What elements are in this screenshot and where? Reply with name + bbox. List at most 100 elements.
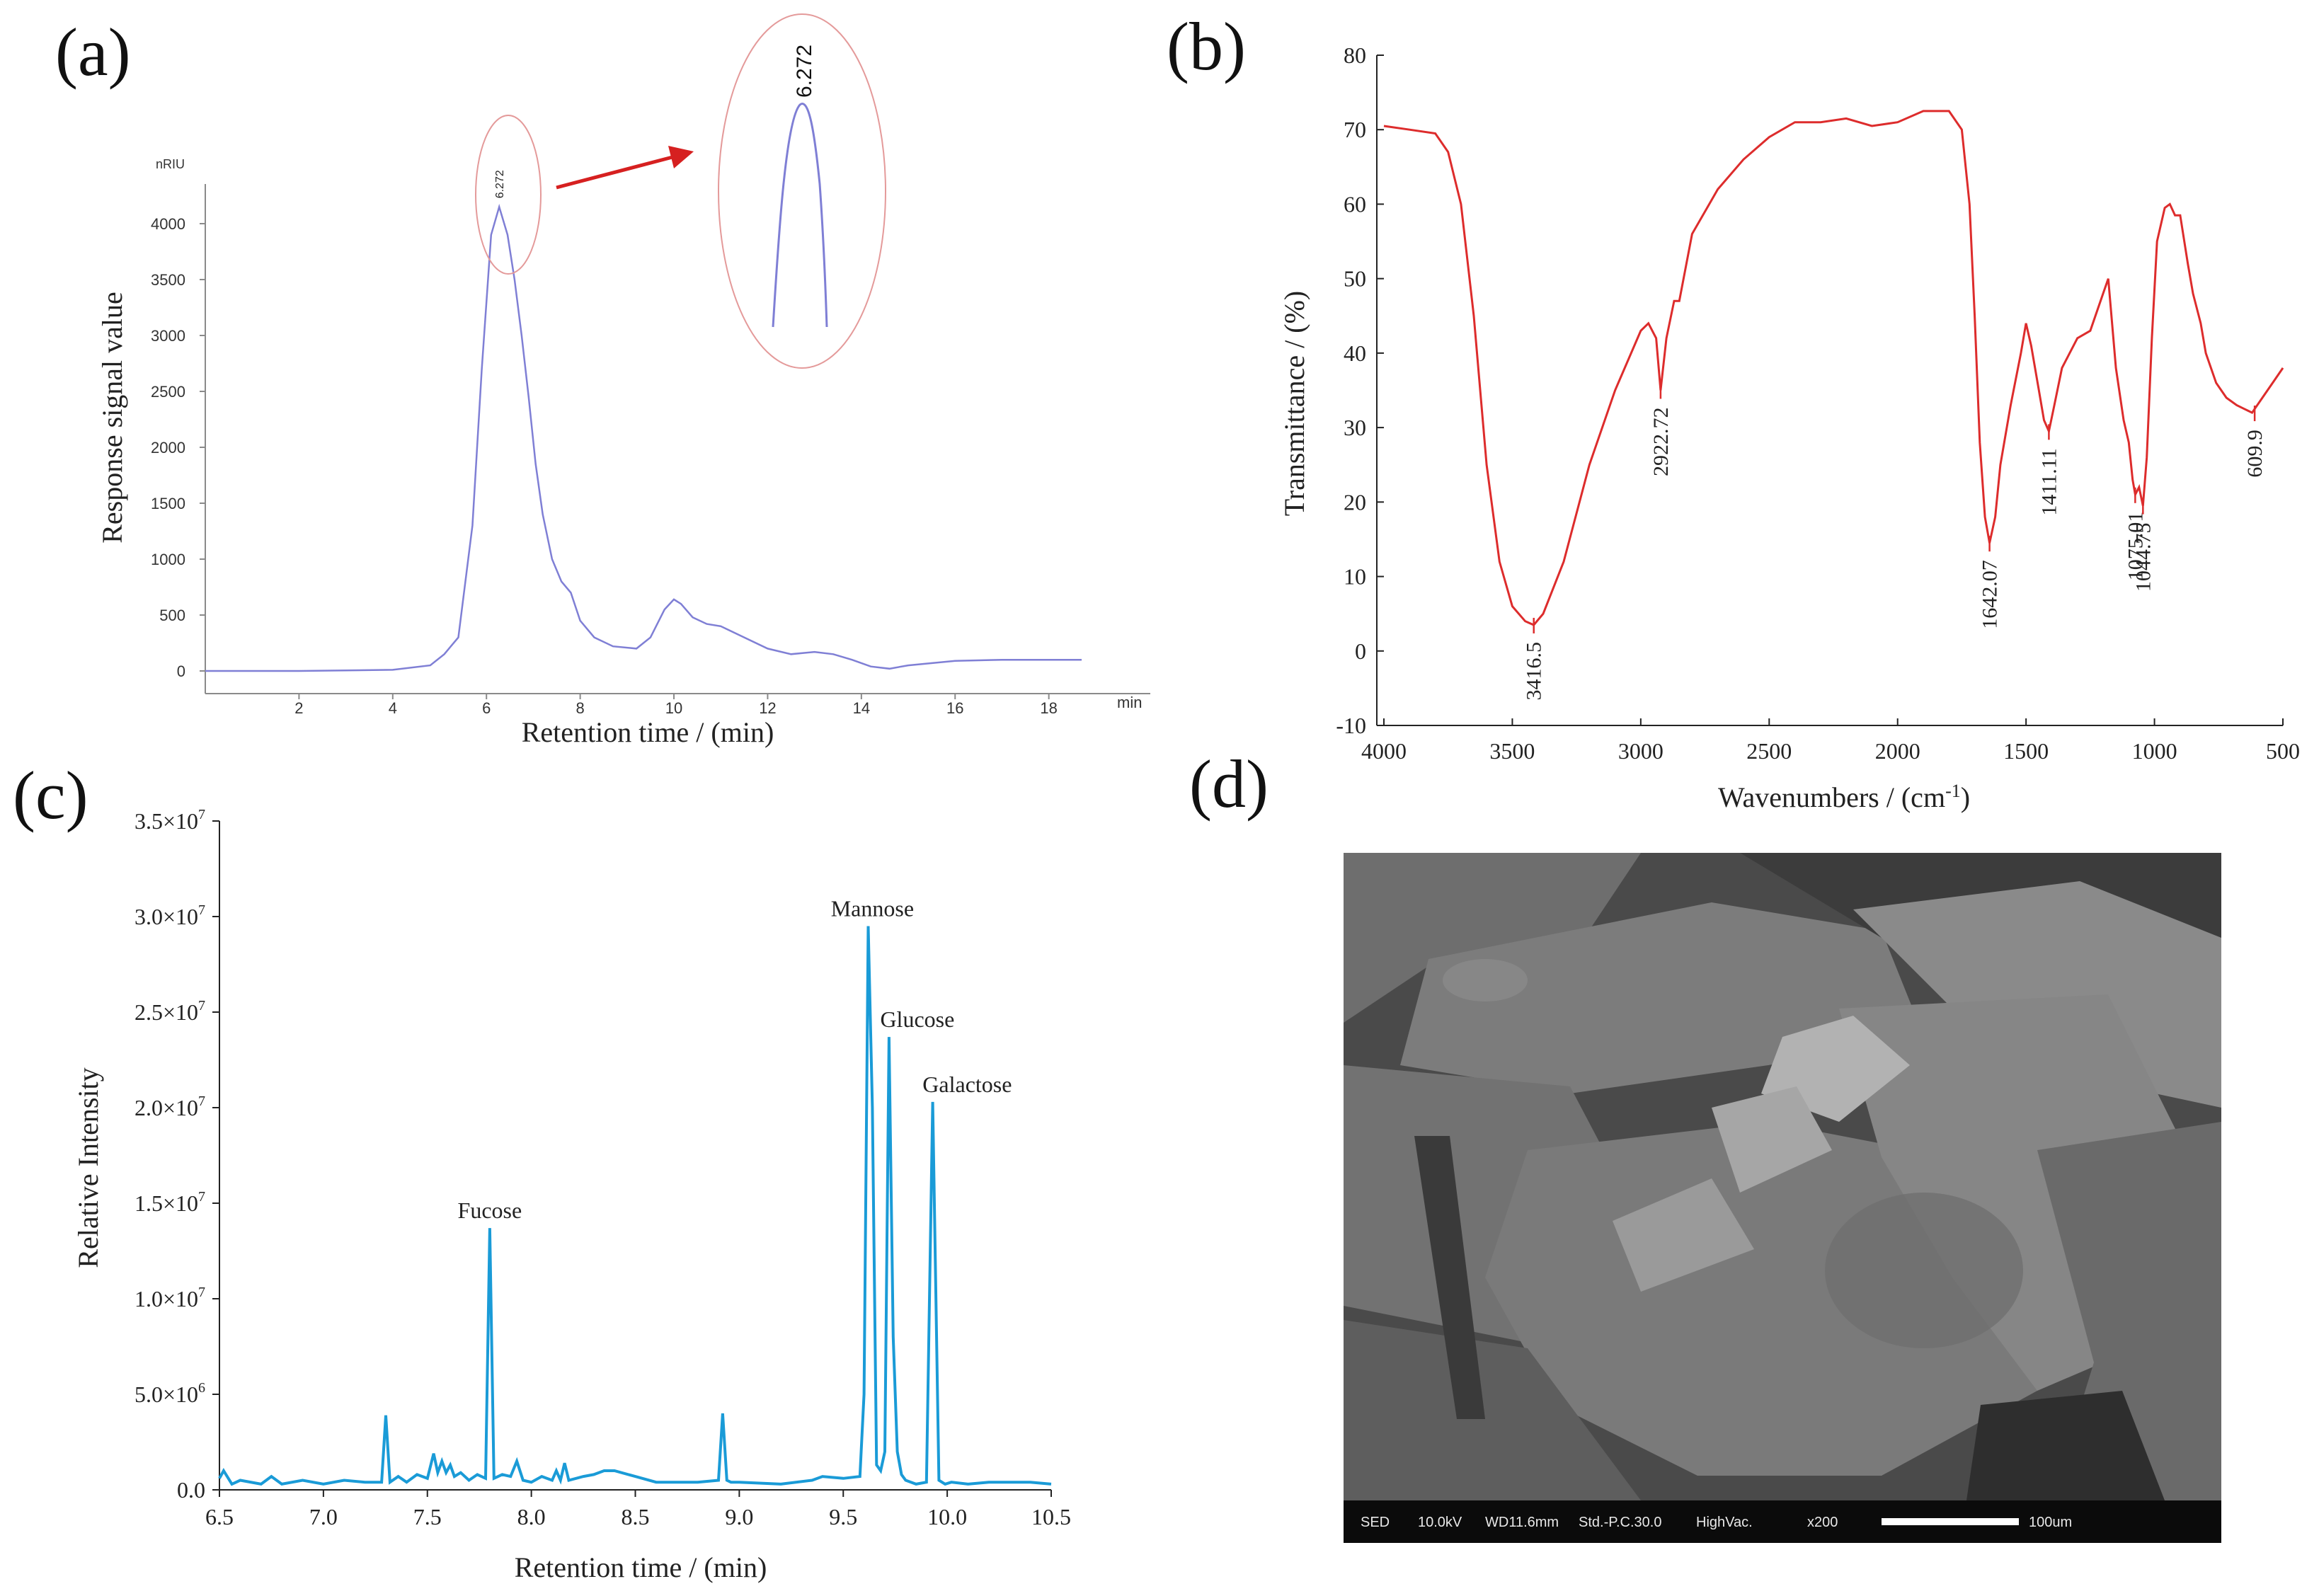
- chart-a-y-tick-label: 2500: [151, 383, 185, 401]
- chart-a-x-tick-label: 6: [482, 699, 491, 717]
- chart-c-y-tick-label: 3.0×107: [134, 902, 205, 929]
- chart-b-y-tick-label: 0: [1355, 638, 1366, 664]
- chart-a-x-tick-label: 10: [665, 699, 682, 717]
- chart-b-y-tick-label: 20: [1344, 489, 1366, 515]
- chart-a-inset-frame: [718, 13, 886, 369]
- chart-a-peak-highlight: [475, 115, 542, 275]
- chart-b: 4000 3500 3000 2500 2000 1500 1000 500 -10 0 10 20…: [1278, 42, 2300, 813]
- panel-b-letter: (b): [1167, 8, 1246, 84]
- chart-b-y-tick-label: 80: [1344, 42, 1366, 68]
- sem-voltage: 10.0kV: [1418, 1515, 1462, 1530]
- chart-a-series-line: [205, 203, 1082, 672]
- chart-a-y-tick-label: 3500: [151, 271, 185, 289]
- chart-a-inset-peak: [772, 103, 828, 328]
- chart-b-x-tick-label: 1000: [2132, 738, 2177, 764]
- chart-c-y-tick-label: 2.5×107: [134, 998, 205, 1025]
- chart-c: 6.5 7.0 7.5 8.0 8.5 9.0 9.5 10.0 10.5 0.0 5.0×106…: [72, 807, 1071, 1583]
- chart-c-axes: [219, 821, 1051, 1491]
- sem-std: Std.-P.C.30.0: [1579, 1515, 1662, 1530]
- chart-c-ylabel: Relative Intensity: [72, 1067, 104, 1268]
- chart-a-y-unit: nRIU: [156, 157, 185, 171]
- sem-working-distance: WD11.6mm: [1485, 1515, 1559, 1530]
- chart-b-y-tick-label: 10: [1344, 564, 1366, 590]
- chart-a-xlabel: Retention time / (min): [522, 716, 774, 748]
- chart-b-peak-label: 3416.5: [1523, 642, 1546, 701]
- chart-a-y-tick-label: 4000: [151, 215, 185, 233]
- chart-c-y-tick-label: 0.0: [177, 1477, 205, 1503]
- chart-b-peak-label: 609.9: [2243, 430, 2267, 478]
- chart-a-y-tick-label: 0: [177, 662, 185, 680]
- chart-c-xlabel: Retention time / (min): [515, 1551, 767, 1583]
- panel-c-letter: (c): [13, 757, 88, 833]
- chart-b-x-tick-label: 1500: [2003, 738, 2049, 764]
- chart-c-peak-label: Mannose: [831, 896, 914, 922]
- chart-b-x-tick-label: 3500: [1489, 738, 1535, 764]
- chart-a-x-tick-label: 18: [1040, 699, 1057, 717]
- chart-a-x-tick-label: 2: [294, 699, 303, 717]
- chart-a-x-tick-label: 4: [389, 699, 397, 717]
- chart-a-y-tick-label: 1000: [151, 551, 185, 568]
- chart-b-xlabel: Wavenumbers / (cm-1): [1718, 781, 1970, 813]
- chart-a-ylabel: Response signal value: [96, 292, 128, 544]
- chart-a-y-tick-label: 500: [159, 607, 185, 624]
- chart-c-x-tick-label: 10.0: [927, 1504, 967, 1529]
- chart-c-y-tick-label: 2.0×107: [134, 1093, 205, 1120]
- chart-b-peak-label: 1044.75: [2131, 523, 2155, 592]
- chart-c-y-tick-label: 5.0×106: [134, 1380, 205, 1407]
- sem-scale-bar: [1882, 1518, 2019, 1525]
- chart-a-peak-label: 6.272: [494, 170, 506, 198]
- chart-b-x-tick-label: 3000: [1618, 738, 1664, 764]
- chart-b-y-tick-label: 40: [1344, 340, 1366, 366]
- chart-c-y-tick-label: 1.0×107: [134, 1285, 205, 1311]
- chart-c-y-tick-label: 1.5×107: [134, 1189, 205, 1216]
- sem-micrograph: SED 10.0kV WD11.6mm Std.-P.C.30.0 HighVa…: [1344, 853, 2221, 1543]
- chart-b-y-tick-label: -10: [1336, 713, 1366, 738]
- chart-a-inset-label: 6.272: [793, 45, 816, 98]
- chart-b-peak-label: 1075.01: [2124, 512, 2147, 581]
- chart-b-ylabel: Transmittance / (%): [1278, 291, 1310, 516]
- chart-b-x-tick-label: 500: [2266, 738, 2300, 764]
- sem-scale-label: 100um: [2029, 1515, 2073, 1530]
- chart-b-axes: [1376, 55, 2283, 726]
- chart-c-x-tick-label: 9.0: [725, 1504, 753, 1529]
- chart-a-y-tick-label: 2000: [151, 439, 185, 457]
- sem-texture: [1344, 853, 2221, 1500]
- sem-detector: SED: [1361, 1515, 1390, 1530]
- chart-a: 2 4 6 8 10 12 14 16 18 0 500 1000 1500 2000 2500 3000 3…: [96, 13, 1150, 748]
- chart-b-x-tick-label: 2000: [1875, 738, 1920, 764]
- sem-magnification: x200: [1807, 1515, 1838, 1530]
- chart-c-x-tick-label: 7.0: [309, 1504, 338, 1529]
- chart-b-peak-label: 2922.72: [1649, 408, 1673, 477]
- chart-b-peak-label: 1411.11: [2037, 448, 2061, 515]
- chart-c-series-line: [218, 926, 1052, 1486]
- chart-b-y-tick-label: 60: [1344, 191, 1366, 217]
- chart-c-x-tick-label: 8.0: [517, 1504, 546, 1529]
- chart-c-peak-label: Glucose: [880, 1006, 954, 1032]
- chart-b-peak-label: 1642.07: [1979, 560, 2002, 629]
- chart-c-y-tick-label: 3.5×107: [134, 807, 205, 834]
- chart-c-x-tick-label: 10.5: [1031, 1504, 1071, 1529]
- chart-b-series-line: [1383, 110, 2284, 626]
- chart-b-y-tick-label: 70: [1344, 117, 1366, 142]
- chart-a-y-tick-label: 3000: [151, 327, 185, 345]
- sem-vacuum: HighVac.: [1696, 1515, 1753, 1530]
- chart-c-x-tick-label: 6.5: [205, 1504, 234, 1529]
- chart-a-x-tick-label: 14: [853, 699, 870, 717]
- chart-c-x-tick-label: 9.5: [829, 1504, 857, 1529]
- chart-c-peak-label: Galactose: [922, 1072, 1012, 1097]
- chart-b-y-tick-label: 50: [1344, 266, 1366, 292]
- chart-a-x-tick-label: 16: [946, 699, 963, 717]
- panel-d-letter: (d): [1189, 746, 1269, 822]
- panel-a-letter: (a): [55, 14, 131, 90]
- chart-c-peak-label: Fucose: [458, 1198, 522, 1223]
- sem-info-bar: SED 10.0kV WD11.6mm Std.-P.C.30.0 HighVa…: [1344, 1500, 2221, 1543]
- chart-b-x-tick-label: 2500: [1746, 738, 1792, 764]
- chart-a-x-tick-label: 12: [759, 699, 776, 717]
- chart-a-y-tick-label: 1500: [151, 495, 185, 512]
- chart-a-x-unit: min: [1117, 694, 1142, 711]
- chart-b-y-tick-label: 30: [1344, 415, 1366, 440]
- chart-a-axes: [205, 184, 1150, 694]
- chart-a-x-tick-label: 8: [576, 699, 585, 717]
- chart-c-x-tick-label: 7.5: [413, 1504, 442, 1529]
- chart-c-x-tick-label: 8.5: [622, 1504, 650, 1529]
